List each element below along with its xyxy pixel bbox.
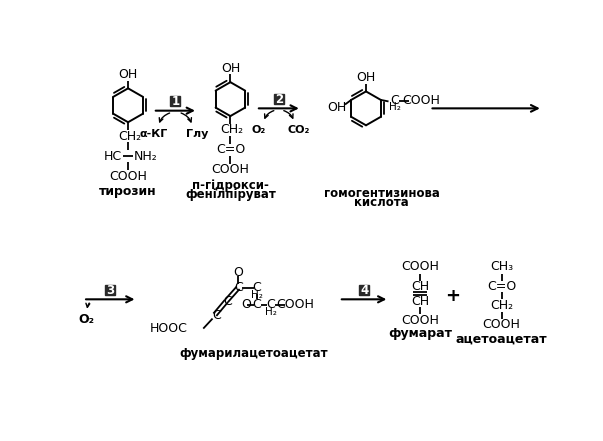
Text: COOH: COOH: [402, 261, 439, 273]
Text: COOH: COOH: [212, 164, 249, 176]
Text: +: +: [445, 287, 460, 305]
Text: гомогентизинова: гомогентизинова: [324, 187, 440, 200]
Text: COOH: COOH: [109, 170, 147, 183]
Text: 1: 1: [171, 95, 180, 108]
Text: фумарилацетоацетат: фумарилацетоацетат: [179, 347, 328, 360]
Text: C: C: [252, 281, 261, 294]
Bar: [105, 285, 115, 295]
Text: COOH: COOH: [277, 298, 314, 311]
Text: CH₃: CH₃: [490, 261, 513, 273]
Text: OH: OH: [327, 101, 347, 114]
Text: 4: 4: [360, 284, 368, 297]
Text: OH: OH: [118, 68, 137, 81]
Text: CO₂: CO₂: [288, 125, 310, 135]
Text: HC: HC: [104, 149, 122, 163]
Text: C=O: C=O: [487, 280, 516, 294]
Text: C: C: [390, 94, 399, 107]
Text: OH: OH: [356, 71, 376, 84]
Text: CH₂: CH₂: [118, 130, 141, 142]
Text: COOH: COOH: [482, 318, 520, 331]
Text: H₂: H₂: [389, 102, 400, 112]
Text: C=O: C=O: [216, 143, 245, 157]
Text: тирозин: тирозин: [99, 185, 157, 198]
Text: O₂: O₂: [251, 125, 266, 135]
Text: H₂: H₂: [265, 306, 277, 317]
Text: H₂: H₂: [251, 290, 263, 300]
Text: CH₂: CH₂: [220, 123, 244, 136]
Text: HOOC: HOOC: [150, 322, 188, 335]
Text: ацетоацетат: ацетоацетат: [456, 332, 548, 345]
Text: CH: CH: [411, 280, 429, 294]
Text: фенілпіруват: фенілпіруват: [185, 188, 276, 201]
Text: кислота: кислота: [354, 196, 409, 209]
Text: COOH: COOH: [402, 314, 439, 327]
Text: NH₂: NH₂: [133, 149, 157, 163]
Text: COOH: COOH: [402, 94, 440, 107]
Bar: [170, 97, 180, 106]
Text: Глу: Глу: [186, 129, 208, 139]
Text: 2: 2: [275, 93, 283, 106]
Text: O₂: O₂: [78, 313, 94, 326]
Text: C: C: [267, 298, 275, 311]
Text: 3: 3: [106, 284, 115, 297]
Text: CH₂: CH₂: [490, 299, 513, 312]
Bar: [274, 94, 284, 104]
Text: α-КГ: α-КГ: [139, 129, 168, 139]
Text: O: O: [241, 298, 251, 311]
Bar: [359, 285, 369, 295]
Text: C: C: [252, 298, 261, 311]
Text: C: C: [212, 309, 221, 322]
Text: CH: CH: [411, 295, 429, 308]
Text: C: C: [224, 295, 232, 308]
Text: C: C: [234, 281, 242, 294]
Text: O: O: [233, 266, 243, 279]
Text: OH: OH: [221, 62, 240, 75]
Text: фумарат: фумарат: [388, 328, 452, 340]
Text: п-гідрокси-: п-гідрокси-: [192, 179, 269, 192]
